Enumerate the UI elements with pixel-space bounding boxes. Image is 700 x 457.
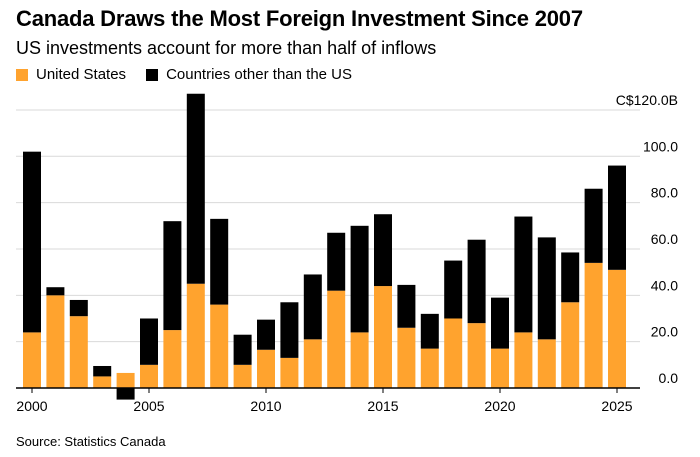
x-tick-label: 2020 xyxy=(484,398,515,414)
legend-item-other: Countries other than the US xyxy=(146,66,352,83)
bar-us-2008 xyxy=(210,304,229,388)
bar-other-2001 xyxy=(46,287,65,296)
y-tick-label: 60.0 xyxy=(651,231,678,247)
chart-subtitle: US investments account for more than hal… xyxy=(16,38,437,58)
bar-other-2003 xyxy=(93,365,112,377)
bar-us-2006 xyxy=(163,330,182,388)
legend-label-us: United States xyxy=(36,66,127,83)
bar-other-2007 xyxy=(186,93,205,284)
bar-us-2021 xyxy=(514,332,533,388)
bar-us-2003 xyxy=(93,376,112,388)
bar-other-2018 xyxy=(444,260,463,319)
legend-item-us: United States xyxy=(16,66,126,83)
x-tick-label: 2025 xyxy=(601,398,632,414)
bar-other-2010 xyxy=(257,319,275,350)
bar-us-2020 xyxy=(491,348,509,388)
bar-us-2017 xyxy=(420,348,439,388)
bar-other-2011 xyxy=(280,302,299,358)
bar-us-2018 xyxy=(444,318,463,388)
x-tick-label: 2005 xyxy=(133,398,164,414)
bar-us-2019 xyxy=(467,323,486,388)
bar-us-2001 xyxy=(46,295,65,388)
bar-us-2025 xyxy=(608,269,626,388)
bar-other-2015 xyxy=(374,214,392,287)
legend: United States Countries other than the U… xyxy=(16,66,372,83)
y-tick-label: 20.0 xyxy=(651,324,678,340)
bar-other-2020 xyxy=(491,297,509,349)
legend-label-other: Countries other than the US xyxy=(166,66,353,83)
bar-other-2022 xyxy=(537,237,556,340)
bar-us-2011 xyxy=(280,357,299,388)
bar-us-2009 xyxy=(233,364,252,388)
bar-us-2016 xyxy=(397,327,416,388)
source-note: Source: Statistics Canada xyxy=(16,434,166,449)
legend-swatch-other xyxy=(146,68,159,81)
bar-other-2019 xyxy=(467,239,486,324)
bar-other-2008 xyxy=(210,218,229,305)
y-tick-label: 80.0 xyxy=(651,185,678,201)
bar-us-2015 xyxy=(374,286,392,388)
bar-us-2010 xyxy=(257,349,275,388)
bar-other-2009 xyxy=(233,334,252,365)
y-tick-label: 0.0 xyxy=(659,370,679,386)
bar-other-2000 xyxy=(23,151,41,333)
x-tick-label: 2010 xyxy=(250,398,281,414)
chart-title: Canada Draws the Most Foreign Investment… xyxy=(16,6,583,31)
bar-us-2022 xyxy=(537,339,556,388)
bar-us-2005 xyxy=(140,364,158,388)
y-tick-label: 40.0 xyxy=(651,277,678,293)
x-tick-label: 2015 xyxy=(367,398,398,414)
bar-us-2024 xyxy=(584,262,603,388)
bar-other-2004 xyxy=(116,388,135,400)
bar-other-2021 xyxy=(514,216,533,333)
y-tick-label: C$120.0B xyxy=(616,92,678,108)
bar-other-2006 xyxy=(163,221,182,331)
bar-other-2005 xyxy=(140,318,158,365)
x-tick-label: 2000 xyxy=(16,398,47,414)
y-tick-label: 100.0 xyxy=(643,138,678,154)
legend-swatch-us xyxy=(16,68,28,81)
bar-us-2023 xyxy=(561,302,580,388)
bar-other-2016 xyxy=(397,284,416,328)
bar-us-2012 xyxy=(303,339,322,388)
bar-us-2000 xyxy=(23,332,41,388)
bar-other-2002 xyxy=(69,299,88,317)
bar-us-2007 xyxy=(186,283,205,388)
bar-other-2023 xyxy=(561,252,580,303)
bar-us-2002 xyxy=(69,316,88,388)
bar-other-2017 xyxy=(420,313,439,349)
bar-other-2013 xyxy=(327,232,346,291)
bar-us-2014 xyxy=(350,332,369,388)
bar-us-2013 xyxy=(327,290,346,388)
bar-other-2012 xyxy=(303,274,322,340)
bar-other-2025 xyxy=(608,165,626,270)
bar-us-2004 xyxy=(116,372,135,388)
bar-other-2014 xyxy=(350,225,369,333)
bar-other-2024 xyxy=(584,188,603,263)
